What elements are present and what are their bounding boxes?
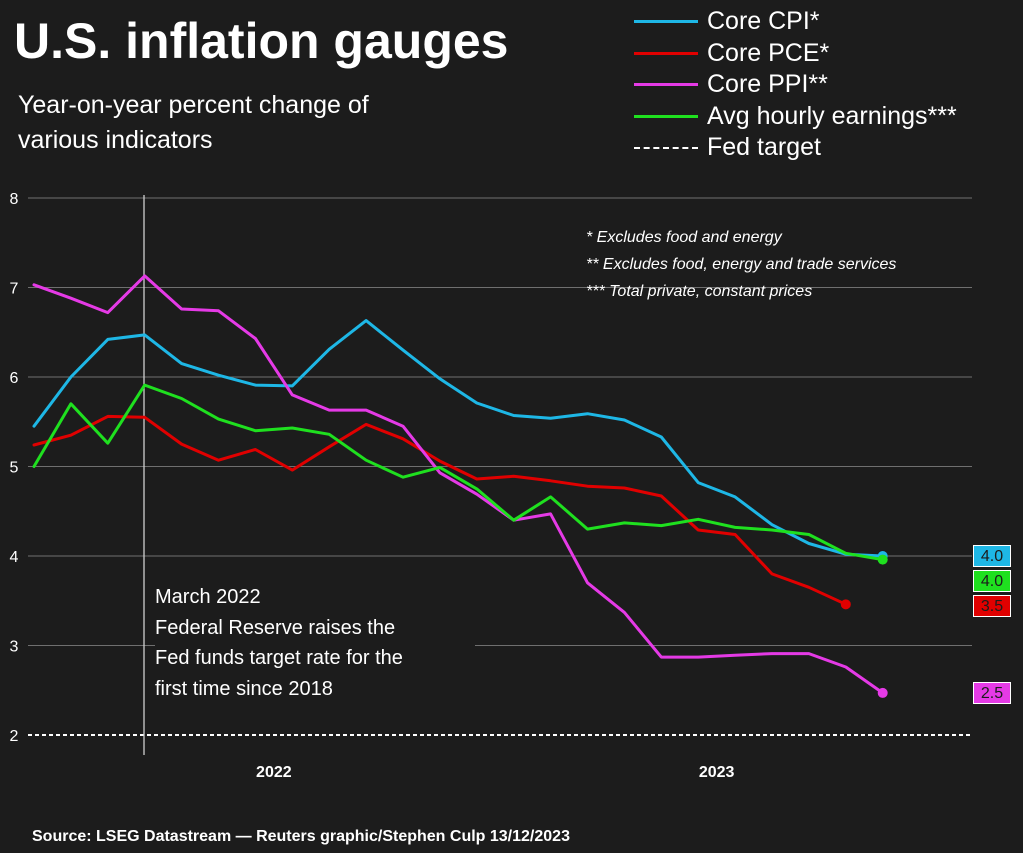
chart-subtitle: Year-on-year percent change of various i… <box>18 91 369 154</box>
event-annotation: March 2022 Federal Reserve raises the Fe… <box>155 582 475 704</box>
y-tick-label: 5 <box>10 460 19 477</box>
footnote-2: ** Excludes food, energy and trade servi… <box>586 256 897 273</box>
end-label-ahe: 4.0 <box>973 570 1011 592</box>
legend-label-core-ppi: Core PPI** <box>707 70 828 98</box>
legend-item-fed-target: Fed target <box>634 132 957 164</box>
legend-swatch-core-cpi <box>634 20 698 24</box>
legend-label-core-pce: Core PCE* <box>707 38 830 67</box>
series-end-point-3 <box>877 554 888 565</box>
series-end-point-2 <box>877 687 888 698</box>
source-note: Source: LSEG Datastream — Reuters graphi… <box>32 828 570 845</box>
footnotes: * Excludes food and energy ** Excludes f… <box>586 224 896 305</box>
series-line-3 <box>32 383 885 562</box>
legend-item-core-ppi: Core PPI** <box>634 69 957 101</box>
annotation-line-2: Federal Reserve raises the <box>155 616 396 639</box>
legend-swatch-core-ppi <box>634 83 698 87</box>
annotation-line-3: Fed funds target rate for the <box>155 647 403 669</box>
x-tick-label: 2022 <box>256 764 292 781</box>
series-end-point-1 <box>840 599 851 610</box>
y-tick-label: 8 <box>10 191 19 208</box>
end-label-core-cpi: 4.0 <box>973 545 1011 567</box>
y-tick-label: 2 <box>10 728 19 745</box>
legend-swatch-core-pce <box>634 51 698 55</box>
legend-item-core-cpi: Core CPI* <box>634 6 957 38</box>
footnote-1: * Excludes food and energy <box>586 229 782 246</box>
series-line-1 <box>32 414 848 606</box>
footnote-3: *** Total private, constant prices <box>586 283 813 300</box>
y-tick-label: 4 <box>10 549 19 566</box>
annotation-line-4: first time since 2018 <box>155 677 333 700</box>
chart-title: U.S. inflation gauges <box>14 13 509 69</box>
legend-swatch-fed-target <box>634 146 698 149</box>
y-tick-label: 6 <box>10 370 19 387</box>
gridlines <box>28 197 972 736</box>
series-lines <box>32 274 888 698</box>
y-tick-labels: 2 3 4 5 6 7 8 <box>10 191 19 745</box>
legend: Core CPI* Core PCE* Core PPI** Avg hourl… <box>634 6 957 164</box>
legend-item-core-pce: Core PCE* <box>634 38 957 70</box>
legend-swatch-ahe <box>634 114 698 118</box>
end-label-core-ppi: 2.5 <box>973 682 1011 704</box>
y-tick-label: 7 <box>10 281 19 298</box>
legend-label-fed-target: Fed target <box>707 133 821 161</box>
series-line-0 <box>32 319 885 558</box>
x-tick-labels: 2022 2023 <box>256 764 734 781</box>
x-tick-label: 2023 <box>699 764 735 781</box>
legend-label-ahe: Avg hourly earnings*** <box>707 101 957 130</box>
y-tick-label: 3 <box>10 639 19 656</box>
series-line-2 <box>32 274 885 695</box>
legend-label-core-cpi: Core CPI* <box>707 7 820 35</box>
end-label-core-pce: 3.5 <box>973 595 1011 617</box>
legend-item-ahe: Avg hourly earnings*** <box>634 101 957 133</box>
annotation-line-1: March 2022 <box>155 586 261 608</box>
